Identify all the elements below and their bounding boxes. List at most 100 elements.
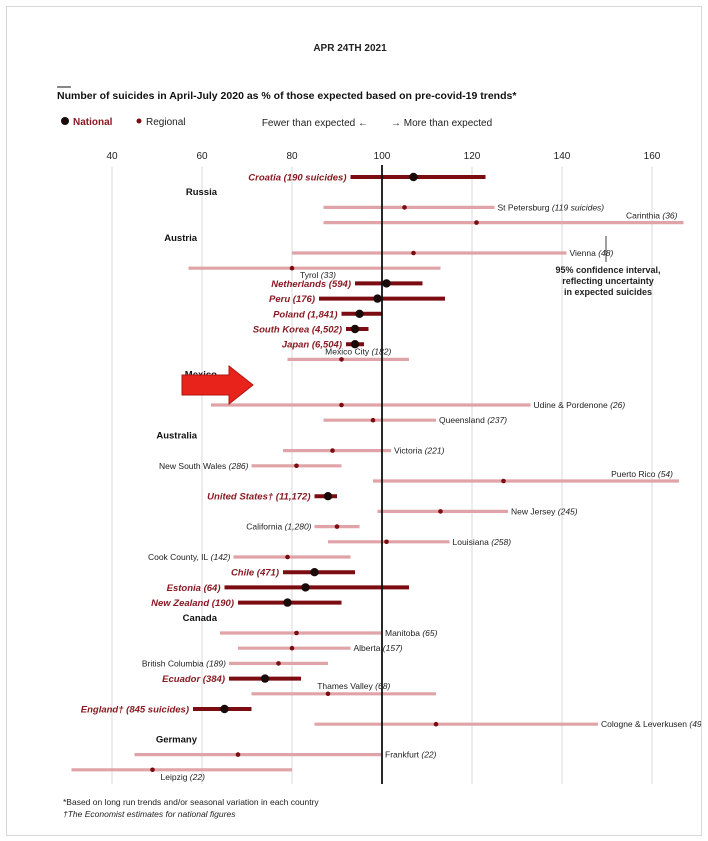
regional-row-queensland xyxy=(323,417,436,423)
regional-label-manitoba: Manitoba (65) xyxy=(385,628,438,638)
chart-title: Number of suicides in April-July 2020 as… xyxy=(57,90,517,102)
estimate-dot-new-jersey xyxy=(438,509,443,514)
estimate-dot-new-zealand xyxy=(283,598,292,607)
estimate-dot-leipzig xyxy=(150,767,155,773)
japan-highlight-arrow xyxy=(181,364,254,406)
estimate-dot-queensland xyxy=(370,417,376,423)
annotation-text: 95% confidence interval, reflecting uncer… xyxy=(555,265,660,297)
group-label-russia: Russia xyxy=(186,187,218,198)
estimate-dot-st-petersburg xyxy=(402,205,407,210)
regional-label-mexico-city: Mexico City (182) xyxy=(325,346,391,356)
regional-label-leipzig: Leipzig (22) xyxy=(161,772,206,782)
national-label-japan: Japan (6,504) xyxy=(282,340,342,351)
estimate-dot-frankfurt xyxy=(235,752,241,757)
direction-fewer-label: Fewer than expected ← xyxy=(262,118,368,129)
regional-row-carinthia xyxy=(323,220,684,225)
chart-svg: APR 24TH 2021 Number of suicides in Apri… xyxy=(57,43,701,819)
estimate-dot-carinthia xyxy=(474,220,479,225)
national-label-peru: Peru (176) xyxy=(269,294,315,305)
legend-regional-dot xyxy=(136,118,142,124)
estimate-dot-new-south-wales xyxy=(294,463,299,469)
group-label-germany: Germany xyxy=(156,734,198,745)
regional-row-vienna xyxy=(292,250,567,256)
regional-row-louisiana xyxy=(328,539,450,545)
regional-label-new-jersey: New Jersey (245) xyxy=(511,506,578,516)
footnote-1: *Based on long run trends and/or seasona… xyxy=(63,797,319,807)
regional-label-cologne-leverkusen: Cologne & Leverkusen (49) xyxy=(601,719,701,729)
data-rows: Croatia (190 suicides) Russia Austria Nethe… xyxy=(71,172,684,773)
estimate-dot-japan xyxy=(350,340,360,349)
x-tick-140: 140 xyxy=(554,151,571,162)
regional-label-british-columbia: British Columbia (189) xyxy=(142,658,226,668)
date-label: APR 24TH 2021 xyxy=(313,43,387,54)
national-row-united-states xyxy=(314,492,337,501)
regional-row-mexico-city xyxy=(287,357,409,362)
estimate-dot-england xyxy=(220,704,229,714)
regional-row-st-petersburg xyxy=(323,205,495,210)
group-label-austria: Austria xyxy=(164,233,197,244)
regional-row-tyrol xyxy=(188,265,441,271)
regional-label-frankfurt: Frankfurt (22) xyxy=(385,750,437,760)
regional-label-carinthia: Carinthia (36) xyxy=(626,211,678,221)
regional-row-leipzig xyxy=(71,767,292,773)
regional-row-udine-pordenone xyxy=(211,402,531,408)
regional-row-puerto-rico xyxy=(373,478,679,484)
estimate-dot-peru xyxy=(373,294,382,303)
national-row-netherlands xyxy=(355,279,423,288)
x-tick-120: 120 xyxy=(464,151,481,162)
estimate-dot-udine-pordenone xyxy=(339,402,344,408)
regional-label-louisiana: Louisiana (258) xyxy=(453,537,512,547)
chart-panel: APR 24TH 2021 Number of suicides in Apri… xyxy=(6,6,702,836)
estimate-dot-tyrol xyxy=(289,265,295,271)
x-tick-80: 80 xyxy=(286,151,298,162)
national-label-croatia: Croatia (190 suicides) xyxy=(248,173,346,184)
x-tick-labels: 40 60 80 100 120 140 160 xyxy=(106,151,660,162)
regional-label-puerto-rico: Puerto Rico (54) xyxy=(611,469,673,479)
national-row-ecuador xyxy=(229,674,301,683)
regional-label-st-petersburg: St Petersburg (119 suicides) xyxy=(498,202,605,212)
regional-label-victoria: Victoria (221) xyxy=(394,446,445,456)
confidence-annotation: 95% confidence interval, reflecting uncer… xyxy=(555,236,661,297)
legend-national-label: National xyxy=(73,117,113,128)
regional-row-cook-county-il xyxy=(233,554,351,560)
estimate-dot-puerto-rico xyxy=(501,478,506,484)
regional-label-alberta: Alberta (157) xyxy=(354,643,403,653)
regional-label-new-south-wales: New South Wales (286) xyxy=(159,461,249,471)
overlay-annotations: St Petersburg (119 suicides) Carinthia (3… xyxy=(142,202,701,781)
estimate-dot-victoria xyxy=(330,448,335,453)
regional-row-cologne-leverkusen xyxy=(314,721,598,727)
estimate-dot-netherlands xyxy=(382,279,391,288)
national-row-new-zealand xyxy=(238,598,342,607)
group-label-canada: Canada xyxy=(183,613,218,624)
regional-label-cook-county-il: Cook County, IL (142) xyxy=(148,552,231,562)
estimate-dot-california xyxy=(334,524,340,529)
estimate-dot-thames-valley xyxy=(325,691,331,697)
estimate-dot-south-korea xyxy=(350,324,360,334)
x-tick-60: 60 xyxy=(196,151,208,162)
national-row-croatia xyxy=(350,172,486,182)
national-row-estonia xyxy=(224,583,409,592)
direction-more-label: → More than expected xyxy=(391,118,492,129)
regional-label-udine-pordenone: Udine & Pordenone (26) xyxy=(534,400,626,410)
estimate-dot-chile xyxy=(310,568,319,577)
estimate-dot-mexico-city xyxy=(339,357,344,362)
national-label-england: England† (845 suicides) xyxy=(81,705,189,716)
regional-row-california xyxy=(314,524,360,529)
x-tick-160: 160 xyxy=(644,151,661,162)
footnote-2: †The Economist estimates for national fi… xyxy=(63,809,236,819)
national-row-england xyxy=(193,704,252,714)
estimate-dot-cook-county-il xyxy=(285,554,290,560)
national-label-estonia: Estonia (64) xyxy=(167,583,221,594)
national-label-chile: Chile (471) xyxy=(231,568,279,579)
estimate-dot-cologne-leverkusen xyxy=(433,721,439,727)
national-row-poland xyxy=(341,309,382,318)
group-label-australia: Australia xyxy=(156,430,197,441)
regional-label-vienna: Vienna (48) xyxy=(570,248,614,258)
regional-row-frankfurt xyxy=(134,752,382,757)
regional-row-new-south-wales xyxy=(251,463,342,469)
national-label-united-states: United States† (11,172) xyxy=(207,492,310,503)
legend-regional-label: Regional xyxy=(146,117,185,128)
regional-row-thames-valley xyxy=(251,691,436,697)
estimate-dot-croatia xyxy=(409,172,418,182)
regional-label-thames-valley: Thames Valley (68) xyxy=(317,681,390,691)
